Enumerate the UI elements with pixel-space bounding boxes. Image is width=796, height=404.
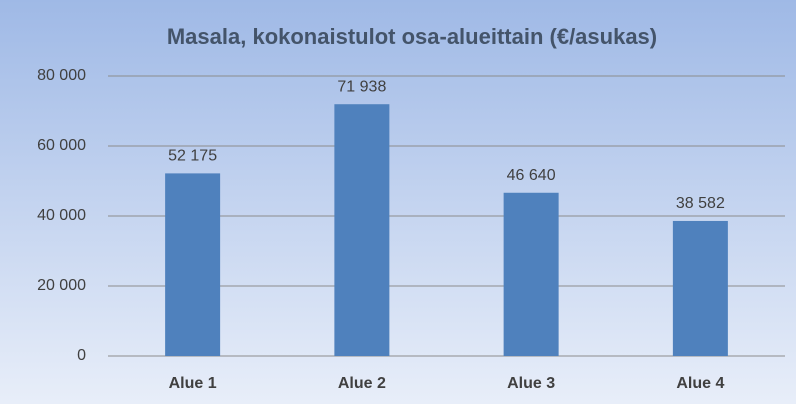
data-label: 38 582	[676, 195, 725, 212]
x-tick-label: Alue 2	[338, 375, 386, 392]
x-tick-label: Alue 4	[676, 375, 724, 392]
data-label: 52 175	[168, 148, 217, 165]
bar	[503, 192, 559, 356]
x-tick-label: Alue 1	[169, 375, 217, 392]
y-tick-label: 20 000	[37, 277, 86, 294]
y-tick-label: 80 000	[37, 67, 86, 84]
y-tick-label: 40 000	[37, 207, 86, 224]
x-tick-label: Alue 3	[507, 375, 555, 392]
data-label: 71 938	[337, 78, 386, 95]
chart-title: Masala, kokonaistulot osa-alueittain (€/…	[167, 24, 657, 49]
y-tick-label: 60 000	[37, 137, 86, 154]
bar	[334, 104, 390, 356]
bar	[165, 173, 221, 356]
bar	[672, 220, 728, 356]
y-tick-label: 0	[77, 347, 86, 364]
data-label: 46 640	[507, 167, 556, 184]
